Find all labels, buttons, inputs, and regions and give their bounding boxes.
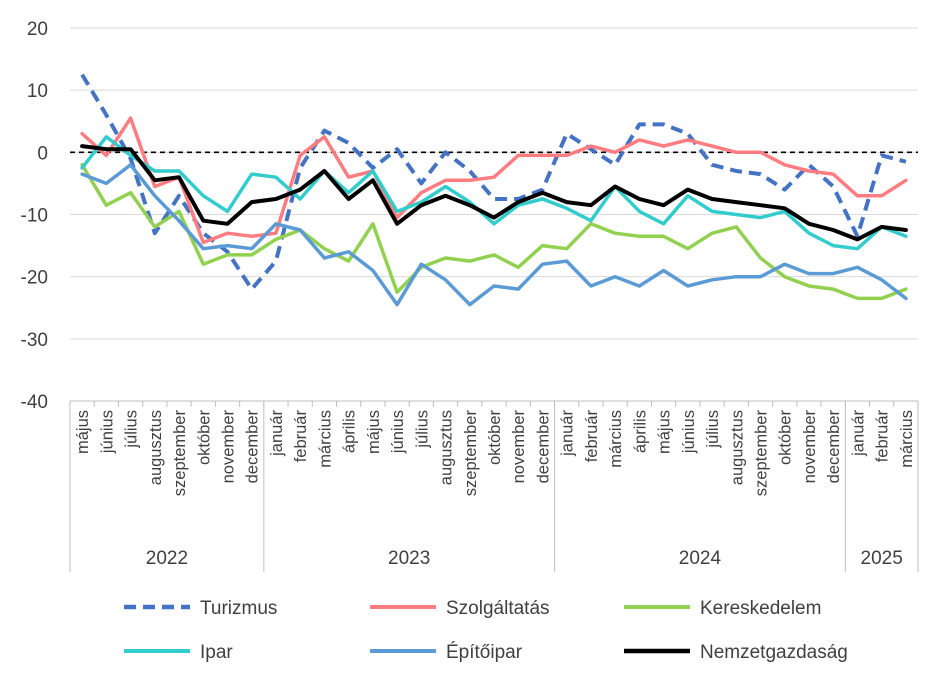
legend-label: Turizmus <box>200 598 277 619</box>
legend-label: Kereskedelem <box>700 598 821 619</box>
x-tick-label: november <box>219 409 237 483</box>
series-line-szolgáltatás <box>80 116 908 245</box>
x-tick-label: szeptember <box>462 410 480 497</box>
y-tick-label: -40 <box>21 392 48 413</box>
x-tick-label: szeptember <box>753 410 771 497</box>
y-tick-label: 0 <box>37 143 48 164</box>
year-group-label: 2024 <box>679 548 722 569</box>
y-tick-label: -10 <box>21 206 48 227</box>
x-tick-label: április <box>631 410 649 453</box>
y-tick-label: 20 <box>27 19 48 40</box>
x-tick-label: október <box>195 410 213 466</box>
series-line-építőipar <box>80 163 908 307</box>
x-tick-label: július <box>413 410 431 449</box>
x-tick-label: március <box>898 410 916 468</box>
x-tick-label: május <box>656 410 674 454</box>
x-tick-label: február <box>292 409 310 462</box>
x-tick-label: március <box>316 410 334 468</box>
y-tick-label: 10 <box>27 81 48 102</box>
x-tick-label: december <box>534 409 552 483</box>
x-tick-label: augusztus <box>438 410 456 485</box>
x-tick-label: január <box>268 410 286 457</box>
legend-label: Ipar <box>200 642 233 663</box>
legend-label: Építőipar <box>446 642 523 663</box>
series-line-ipar <box>80 135 908 251</box>
x-tick-label: december <box>244 409 262 483</box>
x-tick-label: május <box>74 410 92 454</box>
series-line-kereskedelem <box>80 163 908 301</box>
x-tick-label: június <box>680 410 698 454</box>
y-tick-label: -30 <box>21 330 48 351</box>
x-tick-label: június <box>98 410 116 454</box>
x-tick-label: június <box>389 410 407 454</box>
series-line-nemzetgazdaság <box>80 144 908 242</box>
legend-label: Szolgáltatás <box>446 598 550 619</box>
x-tick-label: május <box>365 410 383 454</box>
x-tick-label: november <box>510 409 528 483</box>
y-tick-label: -20 <box>21 268 48 289</box>
series-line-turizmus <box>80 73 907 292</box>
legend-label: Nemzetgazdaság <box>700 642 848 663</box>
x-tick-label: április <box>341 410 359 453</box>
x-tick-label: augusztus <box>728 410 746 485</box>
year-group-label: 2022 <box>146 548 188 569</box>
x-tick-label: július <box>123 410 141 449</box>
x-tick-label: március <box>607 410 625 468</box>
x-tick-label: július <box>704 410 722 449</box>
x-tick-label: október <box>777 410 795 466</box>
x-tick-label: augusztus <box>147 410 165 485</box>
x-tick-label: január <box>849 410 867 457</box>
x-tick-label: november <box>801 409 819 483</box>
x-tick-label: október <box>486 410 504 466</box>
x-tick-label: december <box>825 409 843 483</box>
x-tick-label: szeptember <box>171 410 189 497</box>
x-tick-label: január <box>559 410 577 457</box>
x-tick-label: február <box>874 409 892 462</box>
year-group-label: 2023 <box>388 548 430 569</box>
x-tick-label: február <box>583 409 601 462</box>
year-group-label: 2025 <box>861 548 903 569</box>
